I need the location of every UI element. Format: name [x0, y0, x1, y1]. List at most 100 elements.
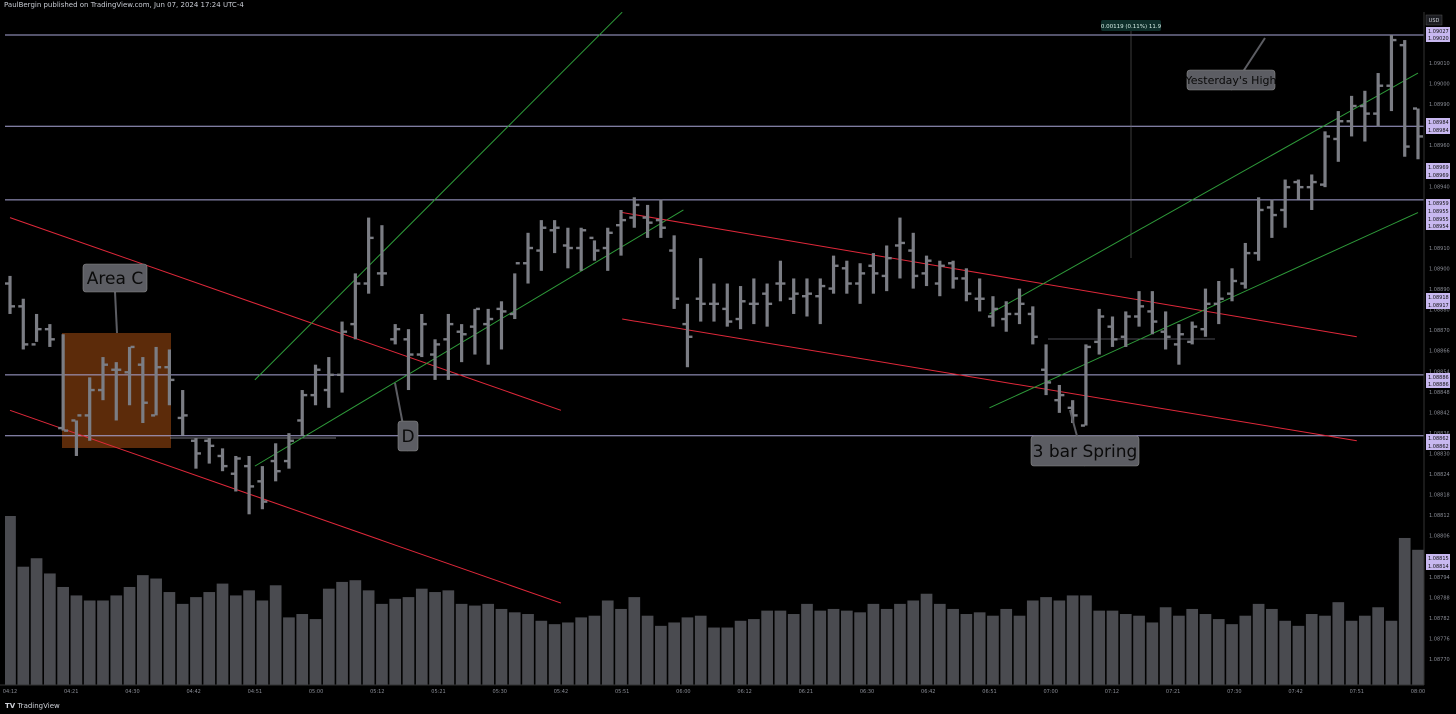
ohlc-bar-open [5, 282, 9, 285]
ohlc-bar [1333, 111, 1344, 162]
ohlc-bar-close [356, 282, 361, 285]
ohlc-bar-range [1164, 311, 1168, 350]
ohlc-bar [1320, 131, 1331, 188]
ohlc-bar-range [48, 324, 52, 347]
ohlc-bar [337, 321, 348, 393]
price-tick-label: 1.08940 [1429, 184, 1450, 190]
channel-line-green [254, 209, 684, 467]
crosshair-label-box [1101, 20, 1161, 31]
ohlc-bar-close [130, 345, 135, 349]
callout-box [1186, 69, 1276, 91]
ohlc-bar-close [436, 343, 441, 346]
channel-line-red [9, 217, 562, 411]
ohlc-bar [1001, 301, 1012, 332]
channel-line-green [989, 72, 1419, 315]
time-tick-label: 05:00 [309, 689, 323, 695]
ohlc-bar-open [1094, 340, 1099, 344]
ohlc-bar-open [283, 459, 288, 463]
ohlc-bar [801, 278, 812, 317]
volume-bar [1146, 622, 1159, 685]
ohlc-bar-range [420, 313, 424, 358]
time-tick-label: 07:51 [1350, 689, 1364, 695]
ohlc-bar-close [847, 282, 852, 285]
ohlc-bar-close [236, 457, 241, 460]
ohlc-bar [509, 262, 520, 320]
ohlc-bar-open [1306, 185, 1311, 189]
price-tag-bg [1426, 222, 1450, 230]
price-tick-label: 1.08910 [1429, 246, 1450, 252]
price-tick-label: 1.08866 [1429, 349, 1450, 355]
ohlc-bar-close [1060, 393, 1065, 397]
ohlc-bar [908, 232, 919, 289]
ohlc-bar-close [861, 272, 866, 275]
ohlc-bar-open [616, 224, 621, 227]
ohlc-bar-open [562, 244, 567, 247]
channel-line-green [254, 12, 623, 381]
price-tag-bg [1426, 215, 1450, 223]
price-tick-label: 1.08770 [1429, 657, 1450, 663]
ohlc-bar-range [1044, 344, 1048, 396]
ohlc-bar-open [496, 307, 501, 311]
ohlc-bar-range [513, 273, 517, 320]
ohlc-bar [310, 364, 321, 406]
ohlc-bar-close [103, 363, 108, 366]
time-tick-label: 06:00 [676, 689, 690, 695]
ohlc-bar-close [382, 272, 387, 275]
volume-bar [1398, 537, 1411, 685]
ohlc-bar-close [1073, 414, 1078, 417]
ohlc-bar-close [1405, 145, 1410, 148]
ohlc-bar-open [1359, 104, 1364, 108]
volume-bar [57, 586, 69, 685]
ohlc-bar-range [858, 263, 862, 304]
ohlc-bar-open [735, 317, 740, 321]
volume-bar [933, 603, 946, 685]
ohlc-bar [1253, 197, 1264, 261]
ohlc-bar-range [1017, 288, 1022, 325]
volume-bar [1040, 597, 1052, 685]
ohlc-bar-range [247, 455, 251, 515]
time-tick-label: 05:42 [554, 689, 568, 695]
ohlc-bar-open [801, 295, 806, 298]
ohlc-bar-open [1067, 406, 1072, 409]
ohlc-bar-range [871, 253, 875, 294]
ohlc-bar-range [340, 321, 344, 393]
ohlc-bar-close [24, 343, 29, 346]
ohlc-bar [1054, 384, 1065, 413]
ohlc-bar-open [1014, 312, 1019, 316]
ohlc-bar-open [894, 244, 899, 247]
callout-label: D [401, 427, 414, 447]
ohlc-bar [31, 313, 42, 346]
ohlc-bar-open [1041, 368, 1046, 371]
volume-bar [588, 615, 601, 685]
ohlc-bar [602, 227, 613, 271]
footer-bar: TV TradingView [0, 699, 1456, 714]
ohlc-bar-open [815, 295, 820, 298]
ohlc-bar-range [300, 390, 304, 436]
ohlc-bar [430, 339, 441, 380]
price-tick-label: 1.08848 [1429, 390, 1450, 396]
price-tick-label: 1.08818 [1429, 493, 1450, 499]
price-tag-bg [1426, 301, 1450, 309]
ohlc-bar [669, 235, 680, 309]
ohlc-bar-close [542, 226, 547, 229]
ohlc-bar [18, 298, 29, 350]
ohlc-bar-close [1272, 213, 1277, 217]
ohlc-bar [748, 278, 759, 325]
ohlc-bar [894, 217, 905, 279]
volume-bar [243, 590, 255, 685]
volume-bar [123, 586, 136, 685]
ohlc-bar-close [914, 274, 919, 278]
ohlc-bar [1094, 308, 1105, 355]
ohlc-bar-open [1280, 208, 1285, 212]
price-tick-label: 1.08890 [1429, 287, 1450, 293]
ohlc-bar-range [473, 308, 477, 355]
ohlc-bar-close [117, 368, 122, 371]
ohlc-bar-close [1206, 302, 1211, 306]
ohlc-bar-open [682, 322, 687, 326]
ohlc-bar-close [1166, 335, 1171, 338]
time-tick-label: 07:30 [1227, 689, 1241, 695]
time-tick-label: 05:21 [431, 689, 445, 695]
ohlc-bar-range [1416, 108, 1420, 160]
ohlc-bar-open [18, 305, 23, 308]
